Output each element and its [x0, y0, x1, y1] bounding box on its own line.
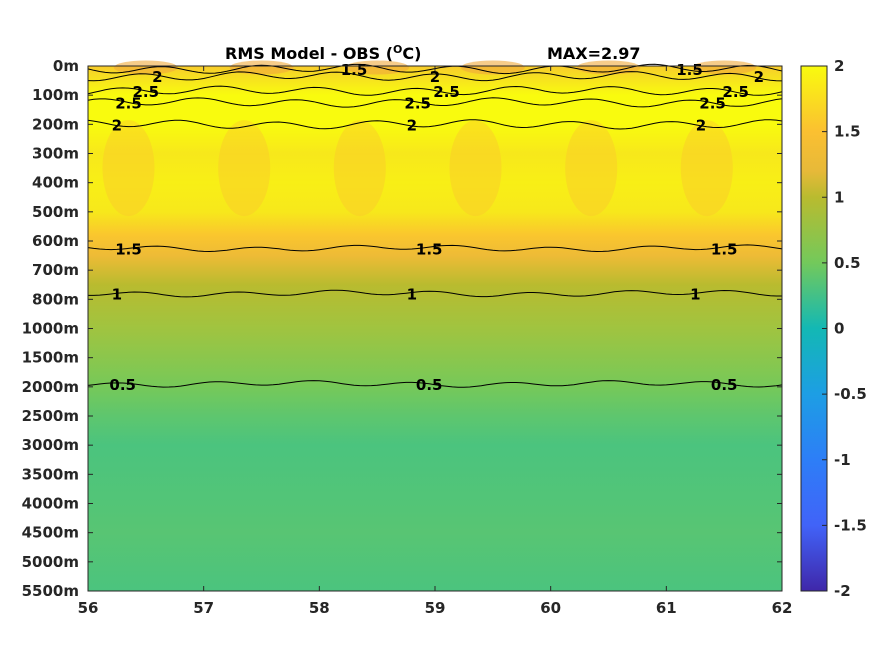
y-tick-label: 5500m [22, 582, 79, 600]
colorbar-tick-label: -1.5 [834, 516, 867, 534]
max-value-label: MAX=2.97 [547, 44, 641, 63]
colorbar-tick-label: 0 [834, 320, 844, 338]
colorbar: 2 1.5 1 0.5 0 -0.5 -1 -1.5 -2 [800, 57, 867, 600]
contour-label: 2 [696, 116, 706, 134]
x-tick-label: 62 [772, 599, 793, 617]
field-lobe [218, 120, 271, 217]
contour-label: 2.5 [722, 83, 749, 101]
contour-line [87, 85, 783, 96]
surface-lobe [460, 60, 525, 75]
y-tick-label: 2000m [22, 378, 79, 396]
contour-label: 0.5 [416, 376, 443, 394]
contour-line [87, 71, 783, 82]
contour-label: 2 [152, 68, 162, 86]
contour-label: 1.5 [416, 240, 443, 258]
x-tick-label: 56 [78, 599, 99, 617]
surface-lobe [229, 60, 294, 75]
contour-label: 2.5 [133, 83, 160, 101]
contour-label: 2 [430, 68, 440, 86]
contour-line [87, 244, 783, 253]
y-tick-label: 4500m [22, 524, 79, 542]
field-lobe [680, 120, 733, 217]
contour-label: 0.5 [711, 376, 738, 394]
y-tick-label: 3500m [22, 465, 79, 483]
y-tick-label: 1500m [22, 349, 79, 367]
x-axis: 56 57 58 59 60 61 62 [78, 66, 793, 617]
x-tick-label: 61 [656, 599, 677, 617]
y-tick-label: 5000m [22, 553, 79, 571]
contour-label: 2 [407, 116, 417, 134]
contour-label: 1.5 [115, 240, 142, 258]
y-tick-label: 800m [32, 290, 79, 308]
contour-line [87, 97, 783, 108]
field-lobe [449, 120, 502, 217]
colorbar-tick-label: -1 [834, 451, 851, 469]
colorbar-tick-label: 1 [834, 188, 844, 206]
y-tick-label: 300m [32, 145, 79, 163]
y-tick-label: 2500m [22, 407, 79, 425]
contour-label: 1 [407, 286, 417, 304]
contour-line [88, 289, 782, 298]
title-superscript: O [393, 43, 402, 56]
y-tick-label: 3000m [22, 436, 79, 454]
contour-label: 2.5 [404, 95, 431, 113]
title-main: RMS Model - OBS ( [225, 44, 393, 63]
colorbar-tick-label: -2 [834, 582, 851, 600]
contour-label: 2.5 [699, 95, 726, 113]
y-tick-label: 0m [53, 57, 79, 75]
contour-label: 2.5 [115, 95, 142, 113]
colorbar-tick-label: -0.5 [834, 385, 867, 403]
field-lobe [333, 120, 386, 217]
contour-label: 2 [754, 68, 764, 86]
colorbar-tick-label: 0.5 [834, 254, 861, 272]
contour-label: 2.5 [433, 83, 460, 101]
contour-lines [87, 63, 783, 388]
contour-line [87, 119, 783, 130]
contour-labels: 1.5 1.52 2 22.5 2.5 2.52.5 2.5 2.52 2 21.5 1.5 1.51… [109, 61, 764, 394]
y-axis: 0m 100m 200m 300m 400m 500m 600m 700m 800m 1000m 1… [22, 57, 782, 600]
contour-label: 1.5 [341, 61, 368, 79]
y-tick-label: 200m [32, 115, 79, 133]
colorbar-tick-label: 2 [834, 57, 844, 75]
heatmap-field [88, 66, 782, 591]
contour-line [87, 380, 783, 388]
y-tick-label: 500m [32, 203, 79, 221]
y-tick-label: 600m [32, 232, 79, 250]
x-tick-label: 57 [193, 599, 214, 617]
x-tick-label: 60 [540, 599, 561, 617]
field-lobe [102, 120, 155, 217]
contour-label: 1 [690, 286, 700, 304]
colorbar-ticks: 2 1.5 1 0.5 0 -0.5 -1 -1.5 -2 [822, 57, 867, 600]
field-lobe [565, 120, 618, 217]
contour-label: 1.5 [676, 61, 703, 79]
contour-label: 1 [112, 286, 122, 304]
contour-label: 1.5 [711, 240, 738, 258]
contour-label: 2 [112, 116, 122, 134]
chart-title: RMS Model - OBS (OC) [225, 43, 421, 63]
colorbar-tick-label: 1.5 [834, 123, 861, 141]
contour-label: 0.5 [109, 376, 136, 394]
y-tick-label: 400m [32, 174, 79, 192]
x-tick-label: 58 [309, 599, 330, 617]
x-tick-label: 59 [425, 599, 446, 617]
y-tick-label: 700m [32, 261, 79, 279]
plot-area: 1.5 1.52 2 22.5 2.5 2.52.5 2.5 2.52 2 21.5 1.5 1.51… [87, 60, 783, 592]
y-tick-label: 100m [32, 86, 79, 104]
title-tail: C) [402, 44, 421, 63]
y-tick-label: 4000m [22, 495, 79, 513]
y-tick-label: 1000m [22, 320, 79, 338]
